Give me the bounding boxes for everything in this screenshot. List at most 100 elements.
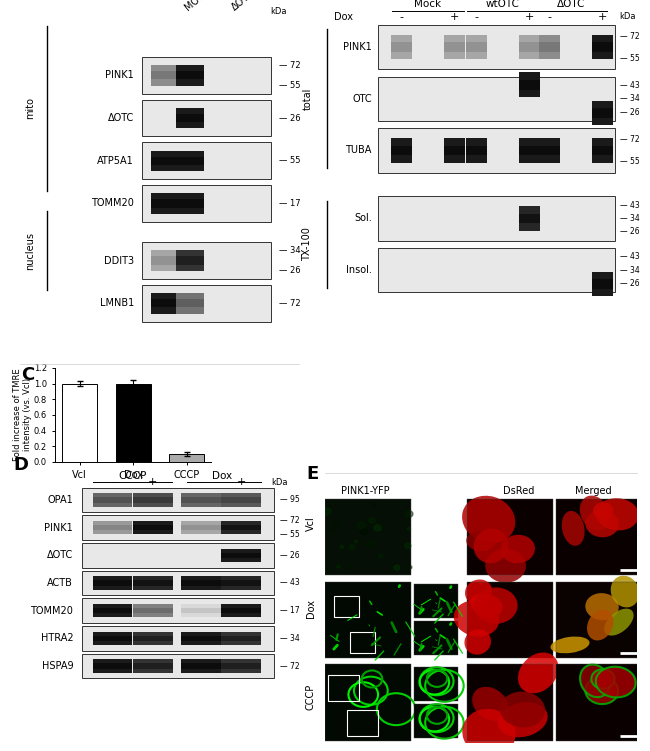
- Bar: [133, 636, 173, 641]
- Bar: [556, 499, 642, 575]
- Bar: [519, 146, 540, 155]
- Bar: [176, 250, 204, 271]
- Bar: [222, 632, 261, 645]
- Text: Sol.: Sol.: [354, 213, 372, 224]
- Bar: [444, 35, 465, 59]
- Bar: [133, 576, 173, 590]
- Bar: [378, 196, 615, 241]
- Bar: [176, 293, 204, 313]
- Bar: [325, 499, 411, 575]
- Bar: [334, 596, 359, 617]
- Bar: [467, 665, 552, 741]
- Bar: [151, 150, 179, 171]
- Bar: [539, 146, 560, 155]
- Bar: [222, 553, 261, 558]
- Bar: [556, 665, 642, 741]
- Text: — 43: — 43: [280, 578, 300, 587]
- Bar: [82, 626, 274, 650]
- Ellipse shape: [592, 669, 614, 689]
- Bar: [93, 576, 132, 590]
- Circle shape: [361, 529, 368, 535]
- Ellipse shape: [585, 510, 619, 537]
- Bar: [82, 515, 274, 540]
- Bar: [414, 584, 458, 619]
- Ellipse shape: [465, 629, 491, 655]
- Bar: [93, 636, 132, 641]
- Bar: [467, 499, 552, 575]
- Bar: [222, 493, 261, 507]
- Text: — 26: — 26: [620, 228, 640, 237]
- Circle shape: [337, 565, 341, 569]
- Bar: [93, 525, 132, 530]
- Text: ATP5A1: ATP5A1: [98, 155, 134, 166]
- Text: LMNB1: LMNB1: [100, 298, 134, 308]
- Bar: [176, 71, 204, 80]
- Ellipse shape: [472, 687, 508, 721]
- Circle shape: [404, 543, 411, 548]
- Bar: [93, 659, 132, 673]
- Text: OTC: OTC: [352, 94, 372, 104]
- Bar: [176, 256, 204, 264]
- Text: -: -: [474, 12, 478, 22]
- Text: TOMM20: TOMM20: [91, 198, 134, 209]
- Ellipse shape: [585, 677, 618, 704]
- Bar: [62, 384, 97, 462]
- Ellipse shape: [500, 692, 545, 728]
- Bar: [222, 497, 261, 502]
- Circle shape: [407, 527, 411, 530]
- Bar: [222, 604, 261, 617]
- Bar: [592, 272, 613, 297]
- Circle shape: [379, 553, 384, 558]
- Ellipse shape: [474, 587, 517, 624]
- Ellipse shape: [595, 667, 636, 698]
- Bar: [82, 571, 274, 596]
- Bar: [181, 520, 221, 534]
- Circle shape: [347, 564, 351, 568]
- Bar: [151, 65, 179, 86]
- Bar: [222, 608, 261, 614]
- Bar: [181, 576, 221, 590]
- Bar: [466, 146, 487, 155]
- Text: TX-100: TX-100: [302, 228, 313, 261]
- Bar: [170, 454, 204, 462]
- Bar: [222, 581, 261, 586]
- Bar: [133, 520, 173, 534]
- Ellipse shape: [585, 593, 619, 620]
- Bar: [133, 581, 173, 586]
- Text: kDa: kDa: [272, 478, 288, 487]
- Ellipse shape: [498, 702, 548, 737]
- Circle shape: [372, 503, 376, 506]
- Text: DDIT3: DDIT3: [104, 255, 134, 266]
- Circle shape: [380, 522, 384, 526]
- Bar: [151, 299, 179, 307]
- Bar: [391, 35, 412, 59]
- Ellipse shape: [604, 608, 634, 635]
- Text: — 34: — 34: [279, 246, 300, 255]
- Bar: [539, 42, 560, 52]
- Text: Insol.: Insol.: [346, 265, 372, 275]
- Text: — 34: — 34: [620, 266, 640, 275]
- Bar: [93, 520, 132, 534]
- Bar: [133, 659, 173, 673]
- Text: B: B: [306, 0, 320, 2]
- Bar: [414, 704, 458, 738]
- Text: — 26: — 26: [279, 113, 300, 122]
- Bar: [222, 663, 261, 669]
- Bar: [592, 138, 613, 163]
- Bar: [142, 285, 270, 321]
- Bar: [556, 665, 642, 741]
- Bar: [414, 621, 458, 656]
- Text: A: A: [14, 0, 28, 4]
- Bar: [181, 663, 221, 669]
- Bar: [519, 213, 540, 223]
- Text: -: -: [400, 12, 404, 22]
- Bar: [414, 704, 458, 738]
- Bar: [467, 581, 552, 658]
- Bar: [93, 581, 132, 586]
- Circle shape: [394, 566, 400, 570]
- Text: — 43: — 43: [620, 252, 640, 261]
- Text: — 55: — 55: [620, 54, 640, 63]
- Text: PINK1: PINK1: [44, 523, 73, 532]
- Bar: [467, 581, 552, 658]
- Text: Dox: Dox: [306, 599, 316, 618]
